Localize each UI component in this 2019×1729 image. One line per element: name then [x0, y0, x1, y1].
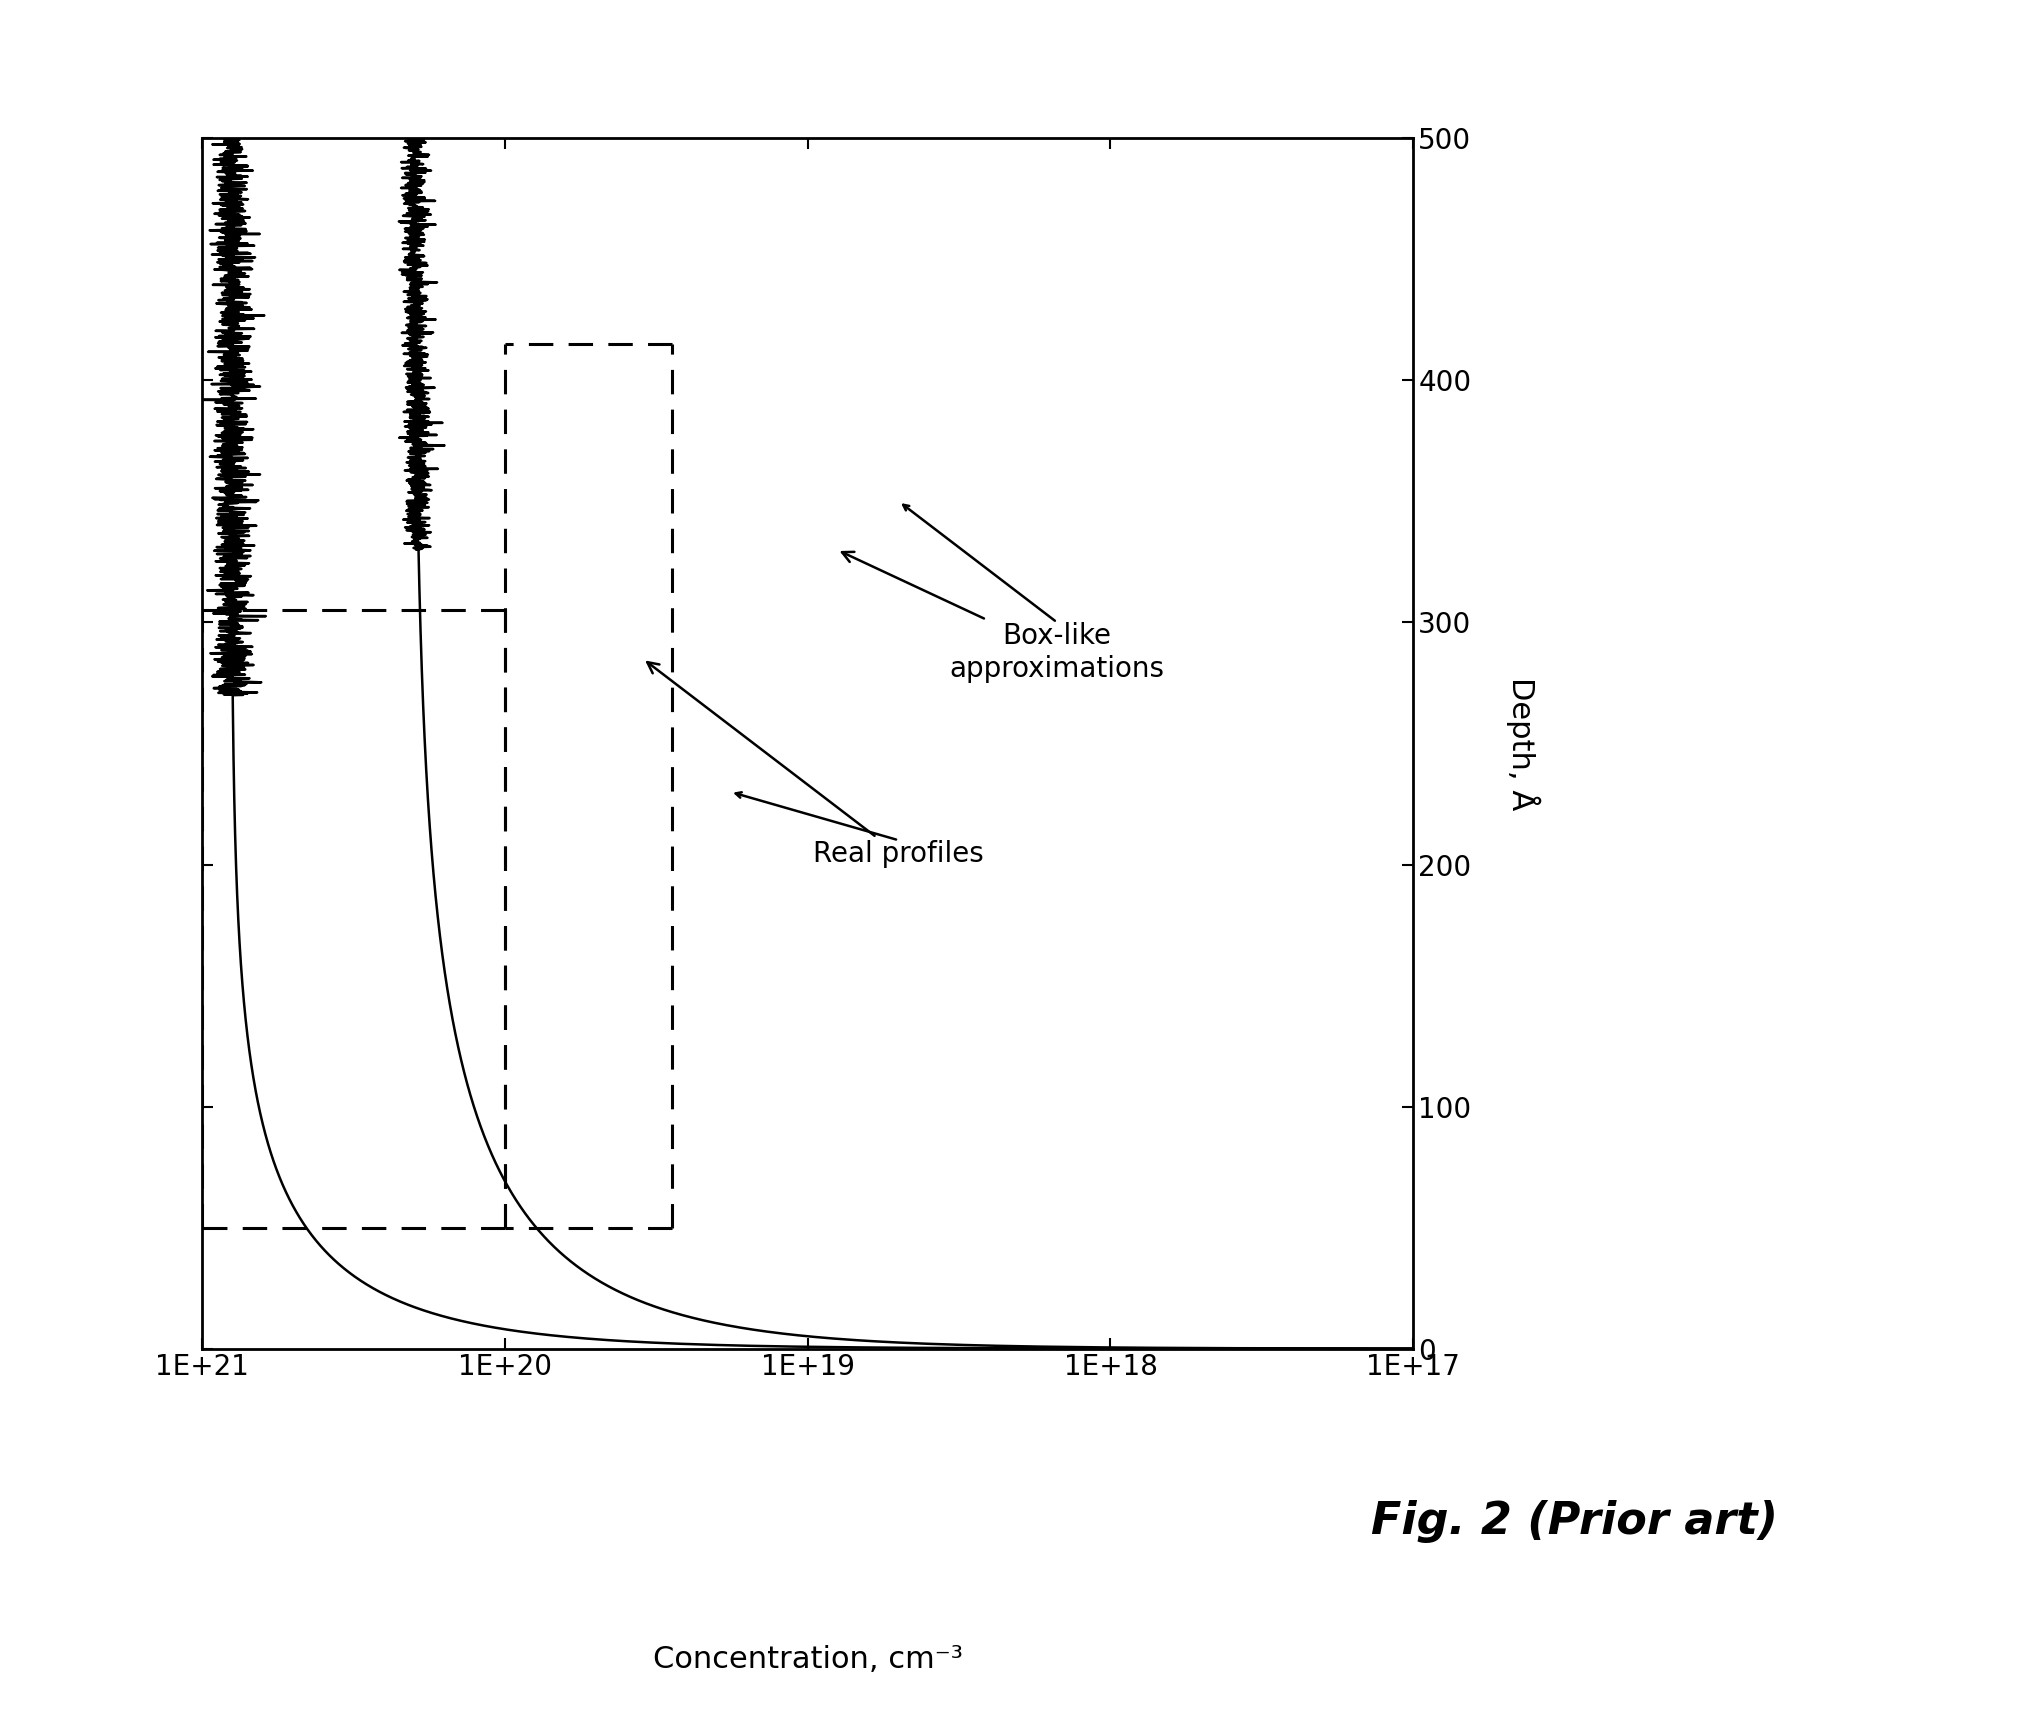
Text: Box-like
approximations: Box-like approximations [842, 552, 1165, 683]
Text: Real profiles: Real profiles [648, 662, 983, 868]
Text: Concentration, cm⁻³: Concentration, cm⁻³ [652, 1646, 963, 1674]
Text: Fig. 2 (Prior art): Fig. 2 (Prior art) [1371, 1501, 1779, 1542]
Y-axis label: Depth, Å: Depth, Å [1506, 676, 1540, 811]
